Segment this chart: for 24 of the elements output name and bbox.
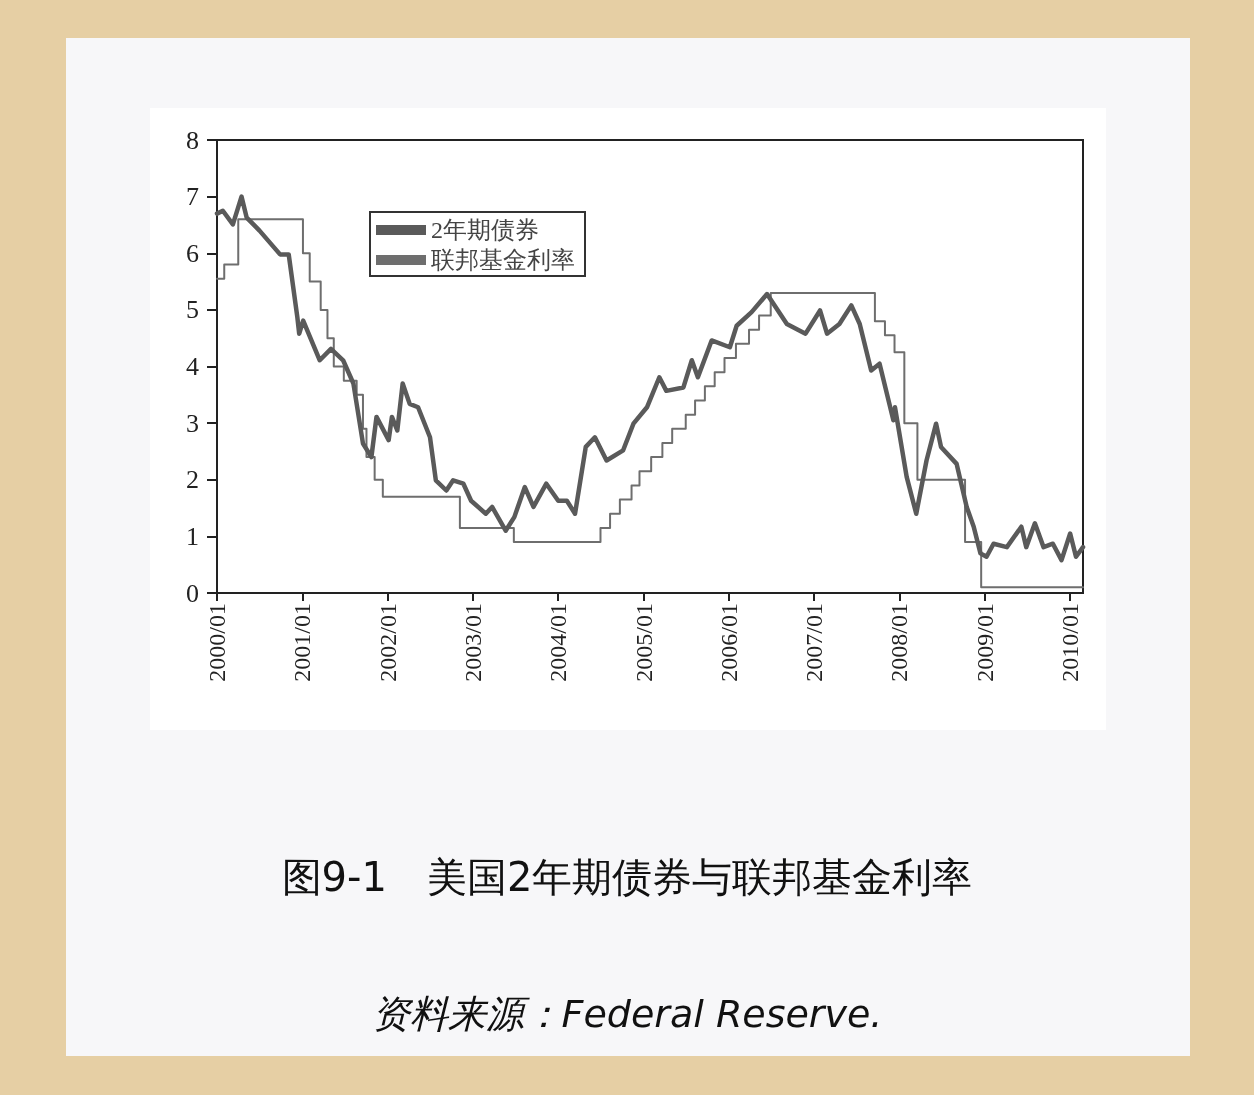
y-tick-label: 7 (186, 182, 199, 212)
y-tick-label: 5 (186, 295, 199, 325)
text: 资料来源：Federal Reserve. (371, 992, 883, 1036)
x-tick-label: 2000/01 (204, 603, 230, 682)
x-tick-label: 2001/01 (289, 603, 316, 682)
legend-label: 联邦基金利率 (431, 247, 575, 273)
x-tick-label: 2004/01 (545, 603, 572, 682)
y-tick-label: 3 (186, 408, 199, 438)
x-tick-label: 2010/01 (1057, 603, 1084, 682)
y-tick-label: 4 (186, 352, 199, 381)
x-tick-label: 2002/01 (374, 603, 401, 682)
x-tick-label: 2003/01 (459, 603, 486, 682)
text: 图9-1 美国2年期债券与联邦基金利率 (281, 854, 973, 900)
legend-label: 2年期债券 (431, 217, 539, 243)
y-tick-label: 6 (186, 238, 199, 268)
x-tick-label: 2005/01 (630, 603, 657, 682)
x-tick-label: 2009/01 (971, 603, 998, 682)
y-tick-label: 1 (186, 521, 199, 551)
x-tick-label: 2007/01 (801, 603, 828, 682)
x-tick-label: 2008/01 (886, 603, 913, 682)
y-tick-label: 0 (186, 578, 199, 608)
x-tick-label: 2006/01 (715, 603, 742, 682)
y-tick-label: 2 (186, 465, 199, 495)
y-tick-label: 8 (186, 125, 199, 155)
